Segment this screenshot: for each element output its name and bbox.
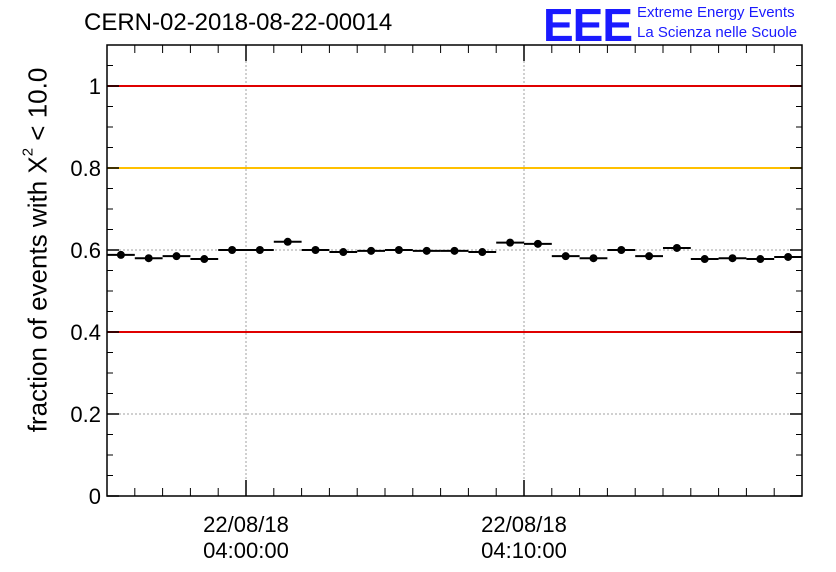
data-point: [200, 255, 209, 264]
logo-caption-line1: Extreme Energy Events: [637, 4, 795, 21]
chart-title: CERN-02-2018-08-22-00014: [84, 9, 393, 36]
data-point: [339, 248, 348, 257]
data-point: [561, 252, 570, 261]
data-point: [700, 255, 709, 264]
data-point: [311, 246, 320, 254]
data-point: [255, 246, 264, 254]
data-point: [394, 246, 403, 254]
data-point: [672, 243, 681, 252]
data-point: [728, 254, 737, 263]
y-tick-label: 0.8: [70, 156, 101, 181]
eee-logo: EEE: [543, 0, 633, 51]
y-tick-label: 0.6: [70, 238, 101, 263]
data-point: [144, 254, 153, 263]
data-point: [589, 254, 598, 263]
logo-caption: Extreme Energy Events La Scienza nelle S…: [637, 3, 797, 43]
x-tick-label-date: 22/08/18: [203, 512, 289, 537]
data-point: [645, 252, 654, 261]
x-tick-label-time: 04:10:00: [481, 538, 567, 563]
data-point: [422, 246, 431, 255]
y-tick-label: 1: [89, 74, 101, 99]
data-point: [172, 252, 181, 261]
data-point: [283, 237, 292, 246]
plot-frame: [106, 44, 803, 497]
data-point: [116, 250, 125, 259]
data-point: [450, 246, 459, 255]
x-tick-label-date: 22/08/18: [481, 512, 567, 537]
logo-caption-line2: La Scienza nelle Scuole: [637, 24, 798, 41]
data-point: [367, 246, 376, 255]
data-point: [784, 252, 793, 261]
y-tick-label: 0.4: [70, 320, 101, 345]
data-point: [617, 246, 626, 254]
data-point: [478, 248, 487, 257]
data-point: [506, 238, 515, 247]
y-tick-label: 0.2: [70, 402, 101, 427]
y-tick-label: 0: [89, 484, 101, 509]
x-tick-label-time: 04:00:00: [203, 538, 289, 563]
data-point: [533, 239, 542, 248]
data-point: [756, 255, 765, 264]
data-point: [228, 246, 237, 254]
